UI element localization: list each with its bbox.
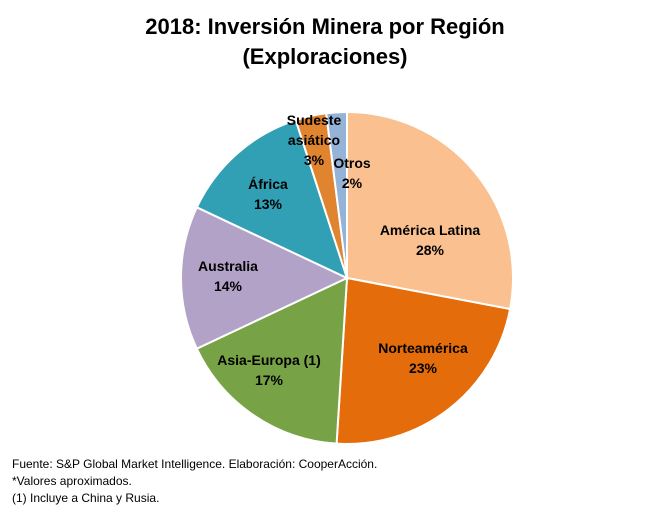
slice-asia-europa-1 bbox=[195, 276, 349, 445]
slice-label-america-latina: América Latina 28% bbox=[380, 222, 481, 258]
slice-label-asia-europa-1: Asia-Europa (1) 17% bbox=[217, 352, 320, 388]
slice-label-australia: Australia 14% bbox=[198, 258, 258, 294]
slice-label-line: 14% bbox=[214, 278, 243, 294]
slice-label-otros: Otros 2% bbox=[333, 155, 371, 191]
slice-label-line: asiático bbox=[288, 132, 340, 148]
slice-africa bbox=[195, 118, 349, 280]
slice-norteamerica bbox=[335, 276, 512, 445]
slice-label-sudeste-asiatico: Sudeste asiático 3% bbox=[287, 112, 342, 168]
slice-label-line: Asia-Europa (1) bbox=[217, 352, 320, 368]
slice-label-line: Norteamérica bbox=[378, 340, 468, 356]
footnote: (1) Incluye a China y Rusia. bbox=[12, 491, 160, 505]
slice-label-line: América Latina bbox=[380, 222, 481, 238]
slice-label-line: 2% bbox=[342, 175, 363, 191]
source-note: Fuente: S&P Global Market Intelligence. … bbox=[12, 457, 378, 471]
pie-slices bbox=[180, 110, 515, 445]
slice-label-line: 3% bbox=[304, 152, 325, 168]
slice-label-line: Otros bbox=[333, 155, 371, 171]
chart-title-line-2: (Exploraciones) bbox=[242, 44, 408, 69]
slice-label-line: Australia bbox=[198, 258, 258, 274]
slice-label-norteamerica: Norteamérica 23% bbox=[378, 340, 468, 376]
slice-australia bbox=[180, 205, 350, 351]
slice-label-line: 23% bbox=[409, 360, 438, 376]
slice-otros bbox=[325, 110, 348, 279]
chart-title: 2018: Inversión Minera por Región (Explo… bbox=[0, 12, 650, 72]
approx-note: *Valores aproximados. bbox=[12, 474, 132, 488]
pie-labels: América Latina 28% Norteamérica 23% Asia-Eur… bbox=[198, 112, 480, 388]
slice-america-latina bbox=[346, 110, 515, 311]
slice-label-line: 13% bbox=[254, 196, 283, 212]
slice-label-line: África bbox=[248, 176, 288, 192]
slice-label-line: Sudeste bbox=[287, 112, 342, 128]
chart-notes: Fuente: S&P Global Market Intelligence. … bbox=[12, 456, 377, 507]
slice-label-line: 17% bbox=[255, 372, 284, 388]
slice-label-africa: África 13% bbox=[248, 176, 288, 212]
slice-label-line: 28% bbox=[416, 242, 445, 258]
chart-title-line-1: 2018: Inversión Minera por Región bbox=[145, 14, 505, 39]
